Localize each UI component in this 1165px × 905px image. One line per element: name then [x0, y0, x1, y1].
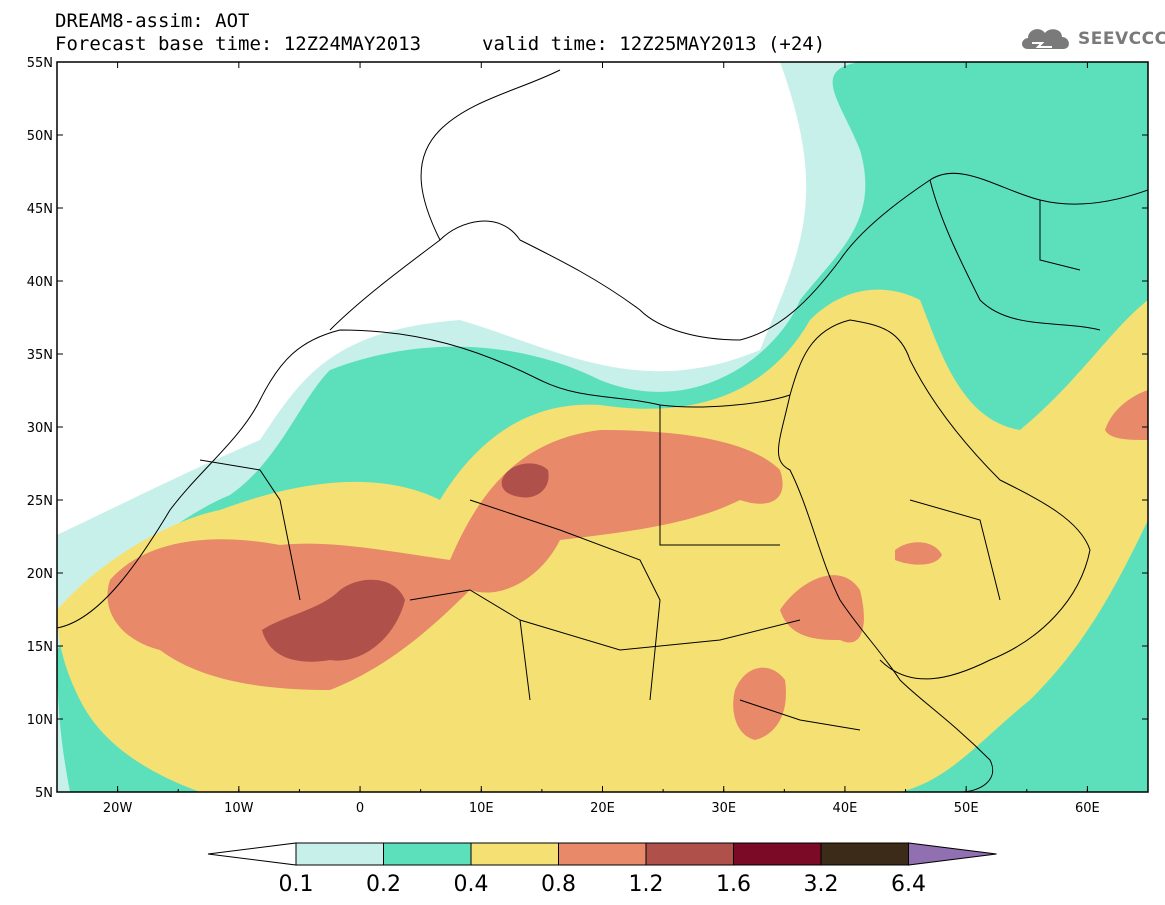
- lat-label: 5N: [35, 786, 53, 801]
- aot-contours: [57, 62, 1148, 792]
- colorbar-box: [558, 842, 647, 866]
- lat-label: 30N: [27, 421, 53, 436]
- lon-label: 30E: [711, 801, 736, 816]
- colorbar-label: 3.2: [803, 872, 839, 897]
- colorbar-box: [470, 842, 559, 866]
- aot-band-0.8-d: [895, 542, 942, 565]
- aot-band-0.8-b: [780, 575, 864, 643]
- colorbar-label: 0.1: [278, 872, 314, 897]
- colorbar-label: 0.4: [453, 872, 489, 897]
- colorbar-box: [383, 842, 472, 866]
- axis-labels: 5N 10N 15N 20N 25N 30N 35N 40N 45N 50N 55N 20W 10W 0 1…: [27, 56, 1100, 816]
- lat-label: 40N: [27, 275, 53, 290]
- lon-label: 10W: [224, 801, 254, 816]
- lat-label: 55N: [27, 56, 53, 71]
- valid-time: valid time: 12Z25MAY2013 (+24): [482, 33, 826, 55]
- coastlines: [57, 69, 1148, 792]
- logo-text: SEEVCCC: [1078, 29, 1165, 49]
- aot-band-1.2-a: [262, 579, 405, 662]
- lat-label: 25N: [27, 494, 53, 509]
- lat-label: 10N: [27, 713, 53, 728]
- axis-ticks: [56, 61, 1149, 793]
- colorbar-box: [645, 842, 734, 866]
- lon-label: 10E: [469, 801, 494, 816]
- colorbar-label: 1.6: [716, 872, 751, 897]
- aot-band-1.2-b: [501, 463, 549, 498]
- lon-label: 40E: [833, 801, 858, 816]
- colorbar-label: 0.2: [366, 872, 401, 897]
- lat-label: 20N: [27, 567, 53, 582]
- aot-band-0.8-e: [1105, 390, 1148, 440]
- colorbar-label: 0.8: [541, 872, 576, 897]
- colorbar-under-arrow: [207, 842, 297, 866]
- seevccc-logo: SEEVCCC: [1018, 22, 1165, 56]
- cloud-icon: [1022, 29, 1069, 49]
- colorbar-box: [733, 842, 822, 866]
- product-title: DREAM8-assim: AOT: [55, 10, 250, 32]
- lon-label: 0: [356, 801, 364, 816]
- colorbar-box: [820, 842, 909, 866]
- lat-label: 45N: [27, 202, 53, 217]
- aot-band-0.8-c: [733, 667, 786, 740]
- forecast-base-time: Forecast base time: 12Z24MAY2013: [55, 33, 422, 55]
- colorbar-over-arrow: [908, 842, 997, 866]
- lon-label: 50E: [954, 801, 979, 816]
- lon-label: 20E: [590, 801, 615, 816]
- colorbar-box: [295, 842, 384, 866]
- lon-label: 60E: [1075, 801, 1100, 816]
- lat-label: 15N: [27, 640, 53, 655]
- colorbar-label: 1.2: [628, 872, 664, 897]
- colorbar-label: 6.4: [891, 872, 926, 897]
- lon-label: 20W: [103, 801, 133, 816]
- colorbar: [207, 842, 997, 866]
- lat-label: 35N: [27, 348, 53, 363]
- lat-label: 50N: [27, 129, 53, 144]
